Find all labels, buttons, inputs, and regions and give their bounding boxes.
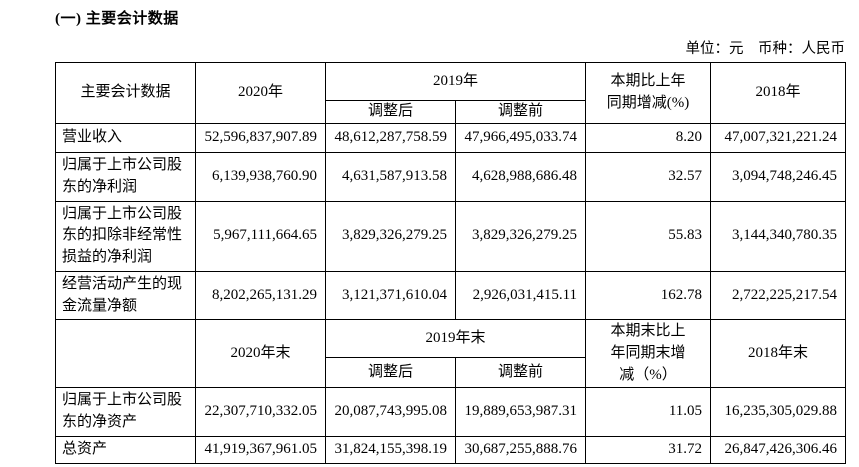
cell-2018: 26,847,426,306.46	[710, 435, 847, 464]
header-change-pct: 本期比上年 同期增减(%)	[585, 62, 712, 124]
cell-2020: 52,596,837,907.89	[195, 123, 326, 153]
header-empty-label	[55, 319, 196, 389]
row-label: 归属于上市公司股 东的扣除非经常性 损益的净利润	[55, 200, 196, 272]
table-row-operating-cash-flow: 经营活动产生的现 金流量净额 8,202,265,131.29 3,121,37…	[55, 270, 847, 321]
accounting-data-table: 主要会计数据 2020年 2019年 本期比上年 同期增减(%) 2018年 调…	[55, 62, 847, 464]
cell-change-pct: 31.72	[585, 435, 712, 464]
cell-2020: 5,967,111,664.65	[195, 200, 326, 272]
cell-2018: 2,722,225,217.54	[710, 270, 847, 321]
header-adjusted-after: 调整后	[325, 100, 456, 124]
page-title: (一) 主要会计数据	[55, 11, 179, 27]
cell-2018: 16,235,305,029.88	[710, 387, 847, 437]
cell-2018: 3,094,748,246.45	[710, 152, 847, 202]
cell-adjusted-after: 3,121,371,610.04	[325, 270, 456, 321]
cell-adjusted-before: 3,829,326,279.25	[454, 200, 587, 272]
table-row-net-assets: 归属于上市公司股 东的净资产 22,307,710,332.05 20,087,…	[55, 387, 847, 437]
unit-note: 单位：元 币种：人民币	[685, 41, 846, 57]
header-main-label: 主要会计数据	[55, 62, 196, 124]
row-label: 归属于上市公司股 东的净利润	[55, 152, 196, 202]
section1-subheader-row: 调整后 调整前	[56, 100, 846, 124]
cell-change-pct: 8.20	[585, 123, 712, 153]
section2-header-row: 2020年末 2019年末 本期末比上 年同期末增 减（%） 2018年末	[55, 319, 847, 389]
header-adjusted-before: 调整前	[454, 100, 587, 124]
cell-2020: 6,139,938,760.90	[195, 152, 326, 202]
row-label: 总资产	[55, 435, 196, 464]
table-row-net-profit-excl-nonrecurring: 归属于上市公司股 东的扣除非经常性 损益的净利润 5,967,111,664.6…	[55, 200, 847, 272]
header-2019: 2019年	[324, 62, 587, 101]
cell-2020: 22,307,710,332.05	[195, 387, 326, 437]
cell-adjusted-after: 3,829,326,279.25	[325, 200, 456, 272]
header-adjusted-after: 调整后	[325, 357, 456, 389]
cell-adjusted-after: 31,824,155,398.19	[325, 435, 456, 464]
cell-adjusted-after: 20,087,743,995.08	[325, 387, 456, 437]
cell-2020: 8,202,265,131.29	[195, 270, 326, 321]
cell-adjusted-before: 30,687,255,888.76	[454, 435, 587, 464]
header-2019-end: 2019年末	[324, 319, 587, 359]
cell-adjusted-before: 47,966,495,033.74	[454, 123, 587, 153]
table-row-revenue: 营业收入 52,596,837,907.89 48,612,287,758.59…	[55, 123, 847, 153]
section2-subheader-row: 调整后 调整前	[56, 357, 846, 389]
header-2020: 2020年	[195, 62, 326, 124]
header-adjusted-before: 调整前	[454, 357, 587, 389]
cell-adjusted-after: 48,612,287,758.59	[325, 123, 456, 153]
cell-change-pct: 162.78	[585, 270, 712, 321]
cell-change-pct: 55.83	[585, 200, 712, 272]
header-2018: 2018年	[710, 62, 847, 124]
cell-change-pct: 11.05	[585, 387, 712, 437]
cell-2018: 47,007,321,221.24	[710, 123, 847, 153]
header-2020-end: 2020年末	[195, 319, 326, 389]
section1-header-row: 主要会计数据 2020年 2019年 本期比上年 同期增减(%) 2018年	[55, 62, 847, 124]
cell-adjusted-before: 19,889,653,987.31	[454, 387, 587, 437]
cell-2018: 3,144,340,780.35	[710, 200, 847, 272]
table-row-net-profit: 归属于上市公司股 东的净利润 6,139,938,760.90 4,631,58…	[55, 152, 847, 202]
row-label: 归属于上市公司股 东的净资产	[55, 387, 196, 437]
header-2018-end: 2018年末	[710, 319, 847, 389]
cell-adjusted-before: 2,926,031,415.11	[454, 270, 587, 321]
table-row-total-assets: 总资产 41,919,367,961.05 31,824,155,398.19 …	[55, 435, 847, 464]
cell-adjusted-before: 4,628,988,686.48	[454, 152, 587, 202]
cell-adjusted-after: 4,631,587,913.58	[325, 152, 456, 202]
cell-2020: 41,919,367,961.05	[195, 435, 326, 464]
cell-change-pct: 32.57	[585, 152, 712, 202]
row-label: 营业收入	[55, 123, 196, 153]
row-label: 经营活动产生的现 金流量净额	[55, 270, 196, 321]
header-end-change-pct: 本期末比上 年同期末增 减（%）	[585, 319, 712, 389]
